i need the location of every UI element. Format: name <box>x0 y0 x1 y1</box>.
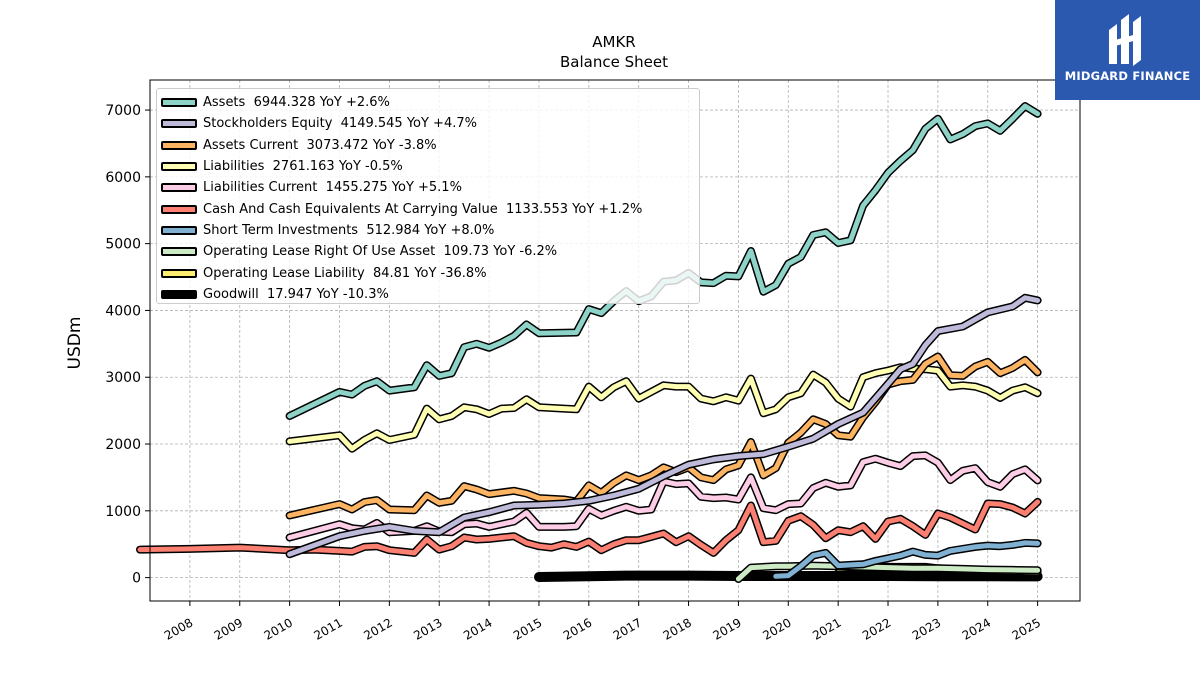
plot-frame <box>149 79 1081 602</box>
x-tick-label: 2020 <box>760 615 793 642</box>
y-tick-label: 0 <box>132 571 141 587</box>
y-tick-label: 5000 <box>105 237 141 253</box>
legend-label: Cash And Cash Equivalents At Carrying Va… <box>203 201 643 217</box>
legend-swatch <box>161 247 197 257</box>
legend-swatch <box>161 162 197 172</box>
y-axis-label: USDm <box>65 317 85 370</box>
legend-label: Liabilities 2761.163 YoY -0.5% <box>203 159 403 175</box>
legend-item: Goodwill 17.947 YoY -10.3% <box>157 284 699 305</box>
legend-swatch <box>161 204 197 214</box>
x-tick-label: 2014 <box>461 615 494 642</box>
series-outline-stockholders-equity <box>285 293 1042 559</box>
series-line-short-term-investments <box>773 540 1041 579</box>
series-line-assets-current <box>287 354 1041 518</box>
legend-swatch <box>161 183 197 193</box>
legend-item: Stockholders Equity 4149.545 YoY +4.7% <box>157 113 699 134</box>
legend-item: Liabilities Current 1455.275 YoY +5.1% <box>157 177 699 198</box>
legend-swatch <box>161 225 197 235</box>
legend-swatch <box>161 119 197 129</box>
series-line-liabilities-current <box>287 452 1041 540</box>
x-tick-label: 2008 <box>162 615 195 642</box>
legend-item: Assets Current 3073.472 YoY -3.8% <box>157 135 699 156</box>
y-axis-ticks: 0 1000 2000 3000 4000 5000 6000 7000 <box>105 103 150 587</box>
chart-legend: Assets 6944.328 YoY +2.6% Stockholders Eq… <box>156 88 700 304</box>
legend-label: Short Term Investments 512.984 YoY +8.0% <box>203 222 495 238</box>
series-line-assets <box>287 103 1041 419</box>
y-tick-label: 4000 <box>105 303 141 319</box>
x-tick-label: 2022 <box>860 615 893 642</box>
series-line-operating-lease-right-of-use-asset <box>735 563 1041 582</box>
x-tick-label: 2017 <box>611 615 644 642</box>
y-tick-label: 6000 <box>105 170 141 186</box>
series-line-stockholders-equity <box>287 295 1041 557</box>
legend-swatch <box>161 98 197 108</box>
brand-name: MIDGARD FINANCE <box>1064 69 1191 83</box>
legend-label: Goodwill 17.947 YoY -10.3% <box>203 286 389 302</box>
legend-label: Operating Lease Liability 84.81 YoY -36.… <box>203 265 487 281</box>
x-tick-label: 2018 <box>661 615 694 642</box>
x-tick-label: 2024 <box>960 615 993 642</box>
x-tick-label: 2019 <box>710 615 743 642</box>
legend-swatch <box>161 140 197 150</box>
x-tick-label: 2012 <box>361 615 394 642</box>
y-tick-label: 1000 <box>105 504 141 520</box>
legend-item: Operating Lease Right Of Use Asset 109.7… <box>157 241 699 262</box>
legend-item: Operating Lease Liability 84.81 YoY -36.… <box>157 262 699 283</box>
x-tick-label: 2009 <box>212 615 245 642</box>
y-tick-label: 7000 <box>105 103 141 119</box>
legend-label: Stockholders Equity 4149.545 YoY +4.7% <box>203 116 477 132</box>
x-tick-label: 2021 <box>810 615 843 642</box>
legend-swatch <box>161 289 197 299</box>
x-tick-label: 2011 <box>312 615 345 642</box>
y-tick-label: 3000 <box>105 370 141 386</box>
x-tick-label: 2013 <box>411 615 444 642</box>
x-axis-ticks: 2008 2009 2010 2011 2012 2013 2014 2015 2016 2017… <box>162 601 1043 643</box>
legend-label: Assets 6944.328 YoY +2.6% <box>203 95 390 111</box>
legend-item: Assets 6944.328 YoY +2.6% <box>157 92 699 113</box>
series-line-liabilities <box>287 364 1041 452</box>
midgard-logo-icon <box>1109 14 1141 66</box>
legend-label: Liabilities Current 1455.275 YoY +5.1% <box>203 180 462 196</box>
legend-swatch <box>161 268 197 278</box>
y-tick-label: 2000 <box>105 437 141 453</box>
series-line-cash-and-cash-equivalents-at-carrying-value <box>137 499 1041 556</box>
legend-label: Assets Current 3073.472 YoY -3.8% <box>203 137 437 153</box>
x-tick-label: 2025 <box>1010 615 1043 642</box>
chart-subtitle: Balance Sheet <box>560 53 668 71</box>
brand-logo: MIDGARD FINANCE <box>1055 0 1200 100</box>
legend-label: Operating Lease Right Of Use Asset 109.7… <box>203 244 558 260</box>
series-lines <box>136 102 1043 583</box>
x-tick-label: 2016 <box>561 615 594 642</box>
legend-item: Short Term Investments 512.984 YoY +8.0% <box>157 220 699 241</box>
x-tick-label: 2023 <box>910 615 943 642</box>
x-tick-label: 2015 <box>511 615 544 642</box>
x-tick-label: 2010 <box>262 615 295 642</box>
chart-title: AMKR <box>592 33 635 51</box>
legend-item: Liabilities 2761.163 YoY -0.5% <box>157 156 699 177</box>
legend-item: Cash And Cash Equivalents At Carrying Va… <box>157 198 699 219</box>
